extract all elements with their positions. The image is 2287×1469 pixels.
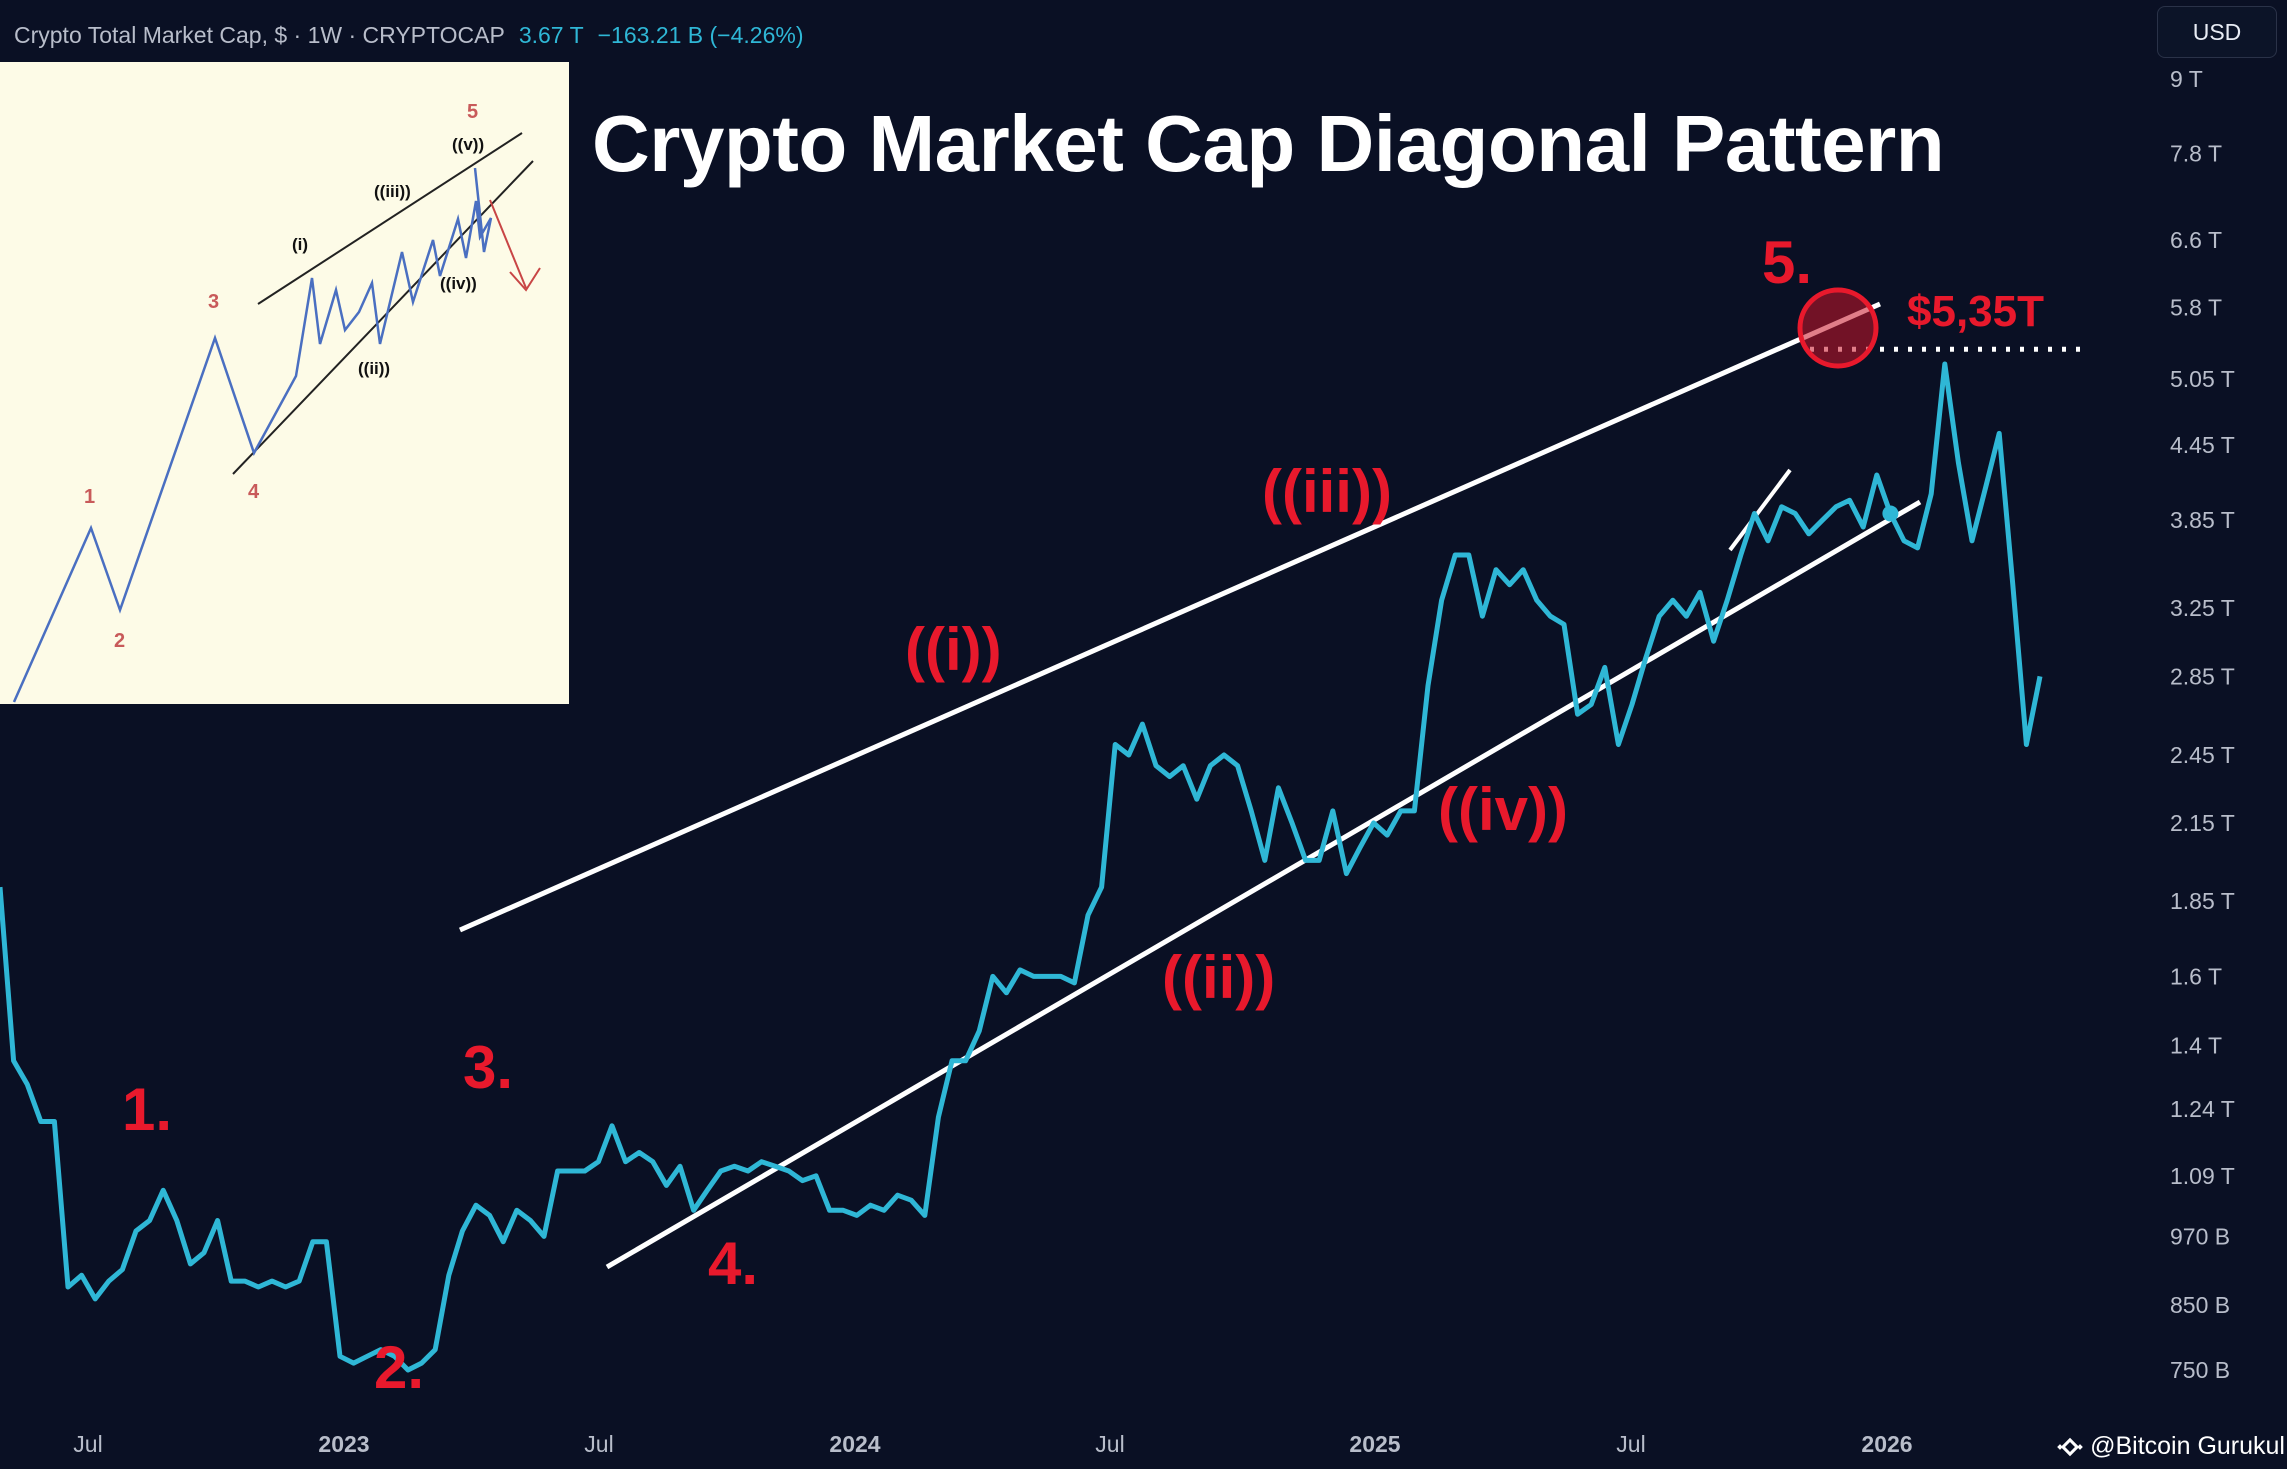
y-tick-label: 1.24 T [2170,1096,2235,1122]
y-tick-label: 970 B [2170,1223,2230,1249]
watermark-text: @Bitcoin Gurukul [2090,1432,2285,1460]
y-tick-label: 1.09 T [2170,1163,2235,1189]
inset-label-2: 2 [114,630,125,652]
target-marker: $5,35T [1797,287,2090,369]
wave-label: 1. [122,1076,172,1143]
y-tick-label: 1.6 T [2170,963,2222,989]
historical-line [0,472,1893,1373]
x-tick-label: Jul [584,1431,613,1457]
currency-button[interactable]: USD [2157,6,2277,58]
price-change: −163.21 B (−4.26%) [597,21,804,48]
x-tick-label: Jul [1095,1431,1124,1457]
wave-labels: 1. 2. 3. 4. 5. ((i)) ((ii)) ((iii)) ((iv)) [122,229,1812,1401]
y-tick-label: 3.85 T [2170,507,2235,533]
symbol-info: Crypto Total Market Cap, $ · 1W · CRYPTO… [14,21,505,48]
y-tick-label: 4.45 T [2170,432,2235,458]
x-axis: Jul 2023 Jul 2024 Jul 2025 Jul 2026 [73,1431,1912,1457]
inset-upper-line [257,132,523,305]
y-tick-label: 2.45 T [2170,742,2235,768]
y-tick-label: 9 T [2170,66,2203,92]
y-axis: 9 T 7.8 T 6.6 T 5.8 T 5.05 T 4.45 T 3.85 T 3.25… [2170,66,2235,1383]
x-tick-label: 2023 [318,1431,369,1457]
last-value: 3.67 T [518,21,584,48]
inset-label-4: 4 [248,481,260,503]
inset-wave-path [12,167,493,703]
watermark: @Bitcoin Gurukul [2056,1432,2285,1461]
target-label: $5,35T [1907,287,2044,336]
inset-diagram: 1 2 3 4 5 (i) ((ii)) ((iii)) ((iv)) ((v)… [12,101,541,703]
y-tick-label: 3.25 T [2170,595,2235,621]
y-tick-label: 5.8 T [2170,294,2222,320]
wave-label: ((ii)) [1162,944,1275,1011]
x-tick-label: 2026 [1861,1431,1912,1457]
target-circle [1797,287,1879,369]
wave-label: ((iii)) [1262,458,1392,525]
y-tick-label: 7.8 T [2170,140,2222,166]
y-tick-label: 5.05 T [2170,366,2235,392]
inset-projection-arrow [489,199,527,289]
inset-label-v: ((v)) [452,135,484,154]
upper-channel-line [458,301,1882,933]
inset-label-iii: ((iii)) [374,182,411,201]
y-tick-label: 2.85 T [2170,663,2235,689]
x-tick-label: Jul [1616,1431,1645,1457]
projection-line [1888,361,2043,747]
binance-icon [2057,1437,2083,1456]
x-tick-label: 2025 [1349,1431,1400,1457]
inset-label-iv: ((iv)) [440,274,477,293]
inset-label-1: 1 [84,486,95,508]
inset-label-ii: ((ii)) [358,359,390,378]
inner-channel-line [1728,468,1792,552]
inset-arrowhead [509,267,541,292]
y-tick-label: 750 B [2170,1357,2230,1383]
inset-label-i: (i) [292,235,308,254]
y-tick-label: 850 B [2170,1292,2230,1318]
current-point [1882,505,1899,522]
wave-label: 5. [1762,229,1812,296]
inset-label-5: 5 [467,101,478,123]
wave-label: ((iv)) [1438,776,1568,843]
elliott-wave-reference-inset: 1 2 3 4 5 (i) ((ii)) ((iii)) ((iv)) ((v)… [0,62,569,704]
wave-label: 2. [374,1334,424,1401]
y-tick-label: 2.15 T [2170,810,2235,836]
x-tick-label: 2024 [829,1431,880,1457]
wave-label: 3. [463,1034,513,1101]
inset-lower-line [232,160,534,475]
symbol-header: Crypto Total Market Cap, $ · 1W · CRYPTO… [14,18,804,52]
y-tick-label: 6.6 T [2170,227,2222,253]
inset-label-3: 3 [208,291,219,313]
y-tick-label: 1.85 T [2170,888,2235,914]
x-tick-label: Jul [73,1431,102,1457]
y-tick-label: 1.4 T [2170,1033,2222,1059]
wave-label: 4. [708,1230,758,1297]
lower-channel-line [605,499,1922,1270]
price-series [0,361,2043,1373]
wave-label: ((i)) [905,616,1002,683]
chart-title: Crypto Market Cap Diagonal Pattern [592,99,1945,188]
diagonal-channel [458,301,1922,1270]
